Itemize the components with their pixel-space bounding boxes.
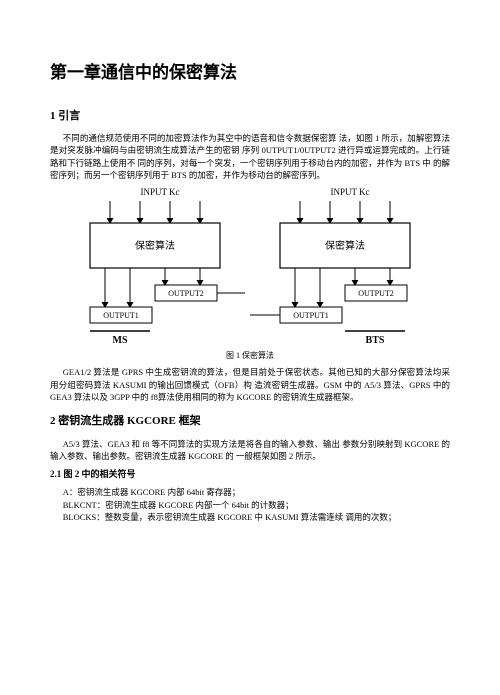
output1-left-label: OUTPUT1 — [103, 311, 139, 320]
output2-left-label: OUTPUT2 — [168, 289, 204, 298]
diagram-right-bts: INPUT Kc 保密算法 OUTPUT2 OUT — [250, 187, 410, 346]
section-1-paragraph-1: 不同的通信规范使用不同的加密算法作为其空中的语音和信令数据保密算 法，如图 1 … — [50, 132, 450, 181]
output1-right-label: OUTPUT1 — [293, 311, 329, 320]
diagram-left-ms: INPUT Kc 保密算法 — [90, 187, 245, 346]
box-label-left: 保密算法 — [135, 239, 175, 252]
section-2-paragraph-1: A5/3 算法、GEA3 和 f8 等不同算法的实现方法是将各自的输入参数、输出… — [50, 438, 450, 463]
def-blkcnt: BLKCNT：密钥流生成器 KGCORE 内部一个 64bit 的计数器； — [63, 499, 450, 512]
box-label-right: 保密算法 — [325, 239, 365, 252]
figure-1-diagram: INPUT Kc 保密算法 — [50, 183, 450, 362]
section-1-heading: 1 引言 — [50, 108, 450, 125]
document-page: 第一章通信中的保密算法 1 引言 不同的通信规范使用不同的加密算法作为其空中的语… — [0, 0, 500, 544]
section-2-1-heading: 2.1 图 2 中的相关符号 — [50, 468, 450, 482]
bts-label: BTS — [366, 335, 385, 346]
definitions-list: A：密钥流生成器 KGCORE 内部 64bit 寄存器； BLKCNT：密钥流… — [63, 486, 450, 524]
input-kc-right-label: INPUT Kc — [330, 187, 369, 197]
chapter-title: 第一章通信中的保密算法 — [50, 60, 450, 86]
def-blocks: BLOCKS：整数变量，表示密钥流生成器 KGCORE 中 KASUMI 算法需… — [63, 511, 450, 524]
diagram-svg: INPUT Kc 保密算法 — [50, 183, 450, 348]
output2-right-label: OUTPUT2 — [358, 289, 394, 298]
figure-1-caption: 图 1 保密算法 — [50, 350, 450, 362]
section-1-paragraph-2: GEA1/2 算法是 GPRS 中生成密钥流的算法，但是目前处于保密状态。其他已… — [50, 366, 450, 403]
def-a: A：密钥流生成器 KGCORE 内部 64bit 寄存器； — [63, 486, 450, 499]
input-kc-left-label: INPUT Kc — [140, 187, 179, 197]
ms-label: MS — [113, 335, 128, 346]
section-2-heading: 2 密钥流生成器 KGCORE 框架 — [50, 413, 450, 430]
